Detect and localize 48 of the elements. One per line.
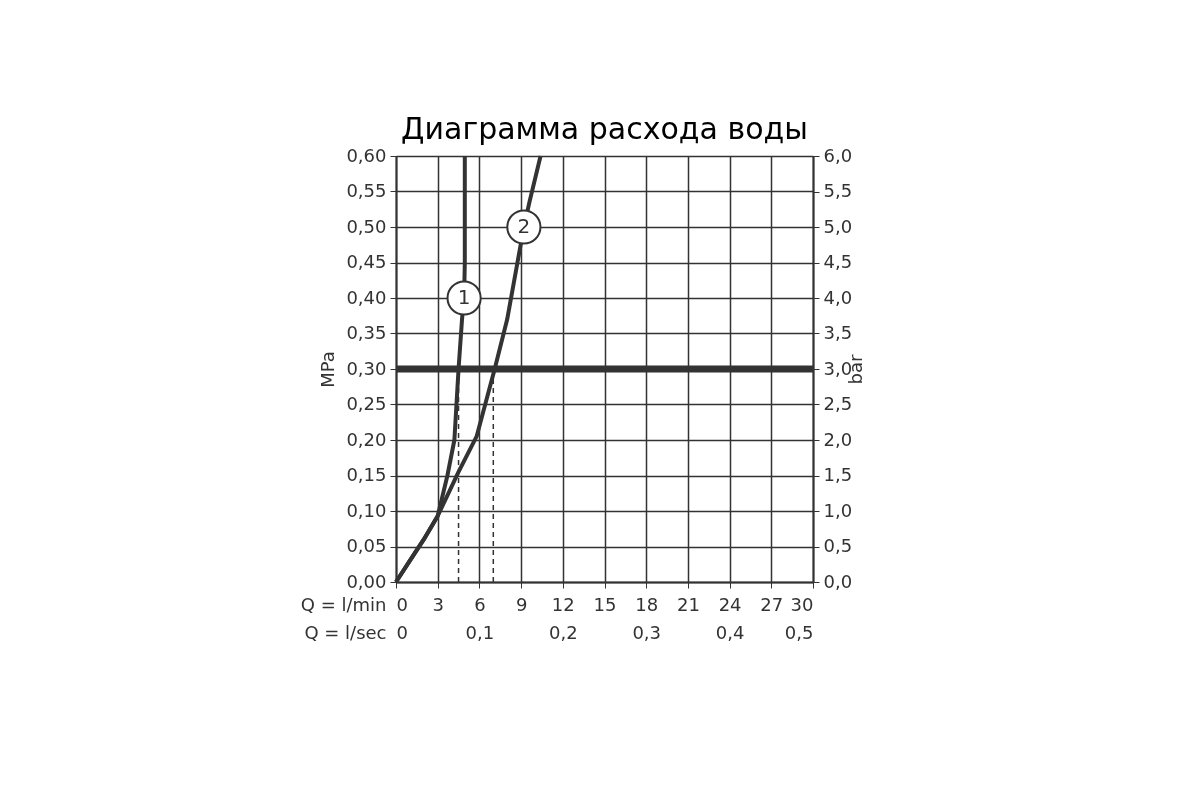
y-tick-label: 0,20 xyxy=(346,428,387,450)
series-label: 2 xyxy=(517,214,531,238)
y-tick-label: 0,05 xyxy=(346,535,387,556)
x-tick-label: 30 xyxy=(790,593,814,615)
x2-axis-title: Q = l/sec xyxy=(304,621,387,643)
x-tick-label: 3 xyxy=(432,593,444,615)
y2-tick-label: 4,5 xyxy=(823,251,853,272)
x2-tick-label: 0,2 xyxy=(548,621,578,643)
y2-tick-label: 0,5 xyxy=(823,535,853,556)
x-tick-label: 21 xyxy=(676,593,700,615)
y2-tick-label: 0,0 xyxy=(823,570,853,592)
series-label: 1 xyxy=(457,285,471,309)
x-tick-label: 15 xyxy=(593,593,617,615)
x-tick-label: 9 xyxy=(515,593,528,615)
y-tick-label: 0,60 xyxy=(346,144,387,166)
y2-tick-label: 2,0 xyxy=(823,428,853,450)
y-tick-label: 0,25 xyxy=(346,393,387,414)
y2-tick-label: 4,0 xyxy=(823,286,853,308)
y-tick-label: 0,30 xyxy=(346,357,387,379)
y2-tick-label: 2,5 xyxy=(823,393,853,414)
y2-tick-label: 6,0 xyxy=(823,144,853,166)
x2-tick-label: 0 xyxy=(396,621,408,643)
y-tick-label: 0,45 xyxy=(346,251,387,272)
x-tick-label: 6 xyxy=(474,593,486,615)
y-tick-label: 0,55 xyxy=(346,180,387,201)
x-tick-label: 0 xyxy=(396,593,408,615)
y-tick-label: 0,10 xyxy=(346,499,387,521)
chart-title: Диаграмма расхода воды xyxy=(401,111,808,146)
x-tick-label: 18 xyxy=(635,593,659,615)
x-tick-label: 12 xyxy=(551,593,575,615)
x-tick-label: 24 xyxy=(718,593,742,615)
y-tick-label: 0,40 xyxy=(346,286,387,308)
x2-tick-label: 0,5 xyxy=(784,621,814,643)
x-tick-label: 27 xyxy=(760,593,784,615)
y-tick-label: 0,50 xyxy=(346,215,387,237)
y2-tick-label: 3,5 xyxy=(823,322,853,343)
y-tick-label: 0,00 xyxy=(346,570,387,592)
x2-tick-label: 0,3 xyxy=(632,621,662,643)
y-axis-title: MPa xyxy=(317,351,339,388)
x-axis-title: Q = l/min xyxy=(300,593,387,615)
y2-tick-label: 5,0 xyxy=(823,215,853,237)
x2-tick-label: 0,4 xyxy=(715,621,745,643)
y-tick-label: 0,15 xyxy=(346,464,387,485)
y2-tick-label: 1,0 xyxy=(823,499,853,521)
y2-tick-label: 1,5 xyxy=(823,464,853,485)
y2-tick-label: 5,5 xyxy=(823,180,853,201)
y-tick-label: 0,35 xyxy=(346,322,387,343)
x2-tick-label: 0,1 xyxy=(465,621,495,643)
